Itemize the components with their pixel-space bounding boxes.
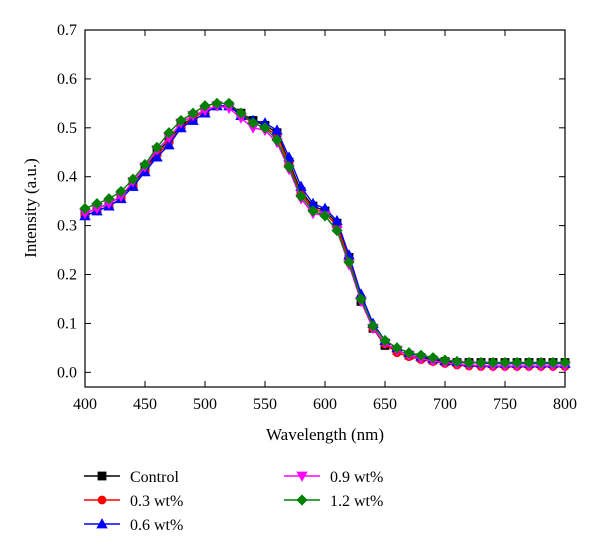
x-tick-label: 400 (73, 396, 97, 413)
data-point (139, 158, 151, 171)
data-point (475, 356, 487, 369)
data-point (175, 114, 187, 127)
data-point (535, 356, 547, 369)
legend-label: 0.6 wt% (130, 517, 183, 534)
legend-marker (97, 495, 107, 505)
y-tick-label: 0.2 (57, 267, 77, 284)
data-point (523, 356, 535, 369)
data-point (559, 356, 571, 369)
legend-label: 0.3 wt% (130, 493, 183, 510)
axis-ticks: 400 450 500 550 600 650 700 750 800 0.0 0.1 0.2 0.3 0… (57, 22, 577, 413)
y-tick-label: 0.5 (57, 120, 77, 137)
legend: Control 0.3 wt% 0.6 wt% 0.9 wt% 1.2 wt% (84, 469, 383, 534)
data-point (403, 347, 415, 359)
data-point (163, 139, 175, 150)
data-point (307, 205, 319, 217)
data-point (331, 224, 343, 237)
data-point (151, 151, 163, 162)
x-axis-label: Wavelength (nm) (266, 425, 384, 444)
x-tick-label: 800 (553, 396, 577, 413)
data-point (115, 185, 127, 197)
data-point (511, 356, 523, 369)
y-tick-label: 0.4 (57, 169, 77, 186)
data-point (163, 127, 175, 139)
data-point (283, 151, 295, 162)
data-point (223, 97, 235, 109)
y-tick-label: 0.1 (57, 315, 77, 332)
legend-item: 0.3 wt% (84, 493, 183, 510)
data-point (211, 97, 223, 109)
data-point (199, 100, 211, 112)
series-layer (79, 97, 571, 372)
data-point (439, 354, 451, 366)
data-point (415, 349, 427, 361)
data-point (187, 107, 199, 119)
series-3 (79, 101, 571, 372)
data-point (379, 334, 391, 347)
data-point (463, 356, 475, 369)
series-4 (79, 97, 571, 369)
data-point (499, 356, 511, 369)
y-tick-label: 0.3 (57, 218, 77, 235)
data-point (343, 256, 355, 268)
legend-label: 0.9 wt% (330, 469, 383, 486)
x-tick-label: 750 (493, 396, 517, 413)
legend-item: 0.9 wt% (284, 469, 383, 486)
legend-label: 1.2 wt% (330, 493, 383, 510)
legend-item: Control (84, 469, 179, 486)
legend-marker (296, 471, 308, 482)
data-point (391, 342, 403, 354)
y-tick-label: 0.7 (57, 22, 77, 39)
legend-item: 0.6 wt% (84, 517, 183, 534)
y-tick-label: 0.6 (57, 71, 77, 88)
data-point (487, 356, 499, 369)
data-point (247, 117, 259, 129)
data-point (235, 107, 247, 119)
y-tick-label: 0.0 (57, 364, 77, 381)
data-point (79, 202, 91, 215)
x-tick-label: 700 (433, 396, 457, 413)
data-point (91, 198, 103, 210)
data-point (295, 190, 307, 202)
data-point (151, 141, 163, 153)
data-point (127, 173, 139, 185)
series-2 (79, 99, 571, 368)
data-point (331, 214, 343, 226)
data-point (427, 352, 439, 364)
legend-marker (296, 494, 308, 506)
data-point (319, 210, 331, 222)
y-axis-label: Intensity (a.u.) (21, 158, 40, 258)
series-1 (80, 101, 570, 371)
data-point (367, 320, 379, 332)
legend-label: Control (130, 469, 179, 486)
legend-marker (97, 471, 107, 481)
data-point (259, 122, 271, 134)
series-0 (80, 101, 570, 367)
data-point (547, 356, 559, 369)
data-point (103, 193, 115, 205)
data-point (451, 356, 463, 368)
legend-item: 1.2 wt% (284, 493, 383, 510)
data-point (283, 161, 295, 173)
legend-marker (96, 518, 108, 529)
data-point (355, 293, 367, 305)
x-tick-label: 600 (313, 396, 337, 413)
x-tick-label: 550 (253, 396, 277, 413)
x-tick-label: 500 (193, 396, 217, 413)
data-point (271, 124, 283, 135)
data-point (295, 180, 307, 191)
x-tick-label: 450 (133, 396, 157, 413)
x-tick-label: 650 (373, 396, 397, 413)
data-point (271, 134, 283, 146)
